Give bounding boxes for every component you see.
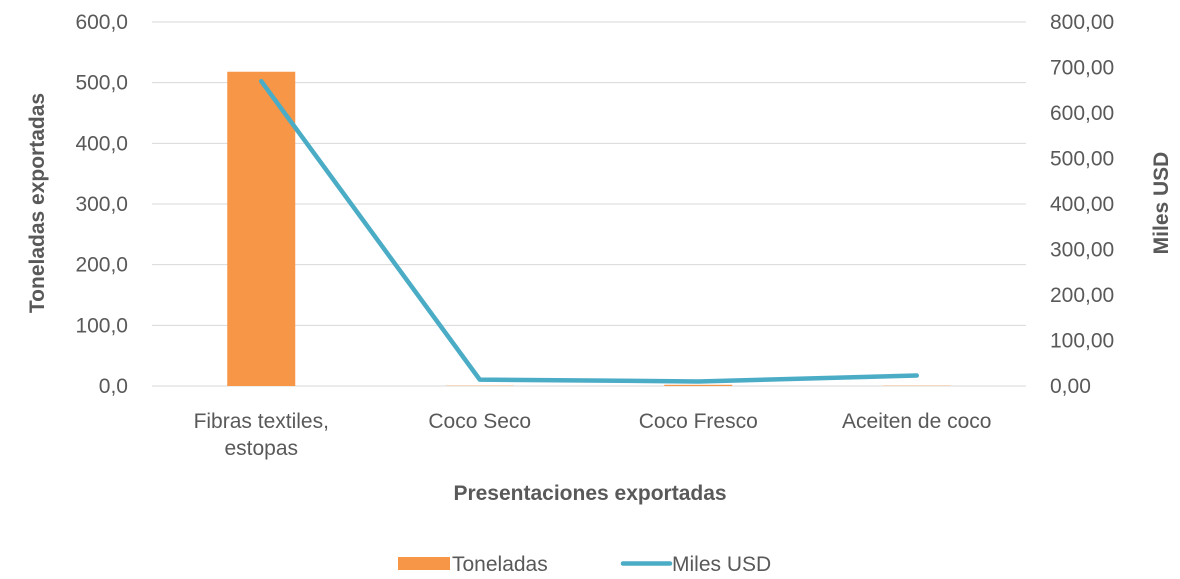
line-series: [259, 78, 919, 384]
y-tick-label: 0,0: [99, 375, 128, 398]
y-tick-label: 500,0: [75, 72, 128, 95]
bar-toneladas: [227, 71, 296, 386]
line-miles-usd: [259, 78, 919, 384]
right-axis-ticks: 0,00 100,00 200,00 300,00 400,00 500,00 600,00…: [1050, 11, 1114, 398]
y2-tick-label: 200,00: [1050, 284, 1114, 307]
category-labels: Fibras textiles, estopas Coco Seco Coco Fre…: [194, 410, 992, 460]
y2-axis-title: Miles USD: [1150, 152, 1173, 255]
x-tick-label: Coco Fresco: [639, 410, 758, 433]
y2-tick-label: 800,00: [1050, 11, 1114, 34]
y2-tick-label: 300,00: [1050, 239, 1114, 262]
y2-tick-label: 100,00: [1050, 330, 1114, 353]
legend-swatch-toneladas: [398, 557, 450, 570]
bar-toneladas: [664, 384, 733, 386]
x-tick-label: Fibras textiles, estopas: [194, 410, 329, 460]
y-tick-label: 300,0: [75, 193, 128, 216]
gridlines: [152, 21, 1026, 387]
y-tick-label: 400,0: [75, 132, 128, 155]
x-tick-label: Aceiten de coco: [842, 410, 991, 433]
y2-tick-label: 0,00: [1050, 375, 1091, 398]
legend-label-miles-usd: Miles USD: [672, 553, 771, 576]
y-axis-title: Toneladas exportadas: [26, 93, 49, 313]
y2-tick-label: 600,00: [1050, 102, 1114, 125]
y-tick-label: 600,0: [75, 11, 128, 34]
y2-tick-label: 500,00: [1050, 148, 1114, 171]
x-axis-title: Presentaciones exportadas: [453, 482, 726, 505]
bars: [227, 71, 951, 386]
x-tick-label: Coco Seco: [428, 410, 531, 433]
y-tick-label: 100,0: [75, 314, 128, 337]
y2-tick-label: 700,00: [1050, 57, 1114, 80]
left-axis-ticks: 0,0 100,0 200,0 300,0 400,0 500,0 600,0: [75, 11, 128, 398]
legend-label-toneladas: Toneladas: [452, 553, 548, 576]
legend: Toneladas Miles USD: [398, 553, 771, 576]
y2-tick-label: 400,00: [1050, 193, 1114, 216]
y-tick-label: 200,0: [75, 254, 128, 277]
